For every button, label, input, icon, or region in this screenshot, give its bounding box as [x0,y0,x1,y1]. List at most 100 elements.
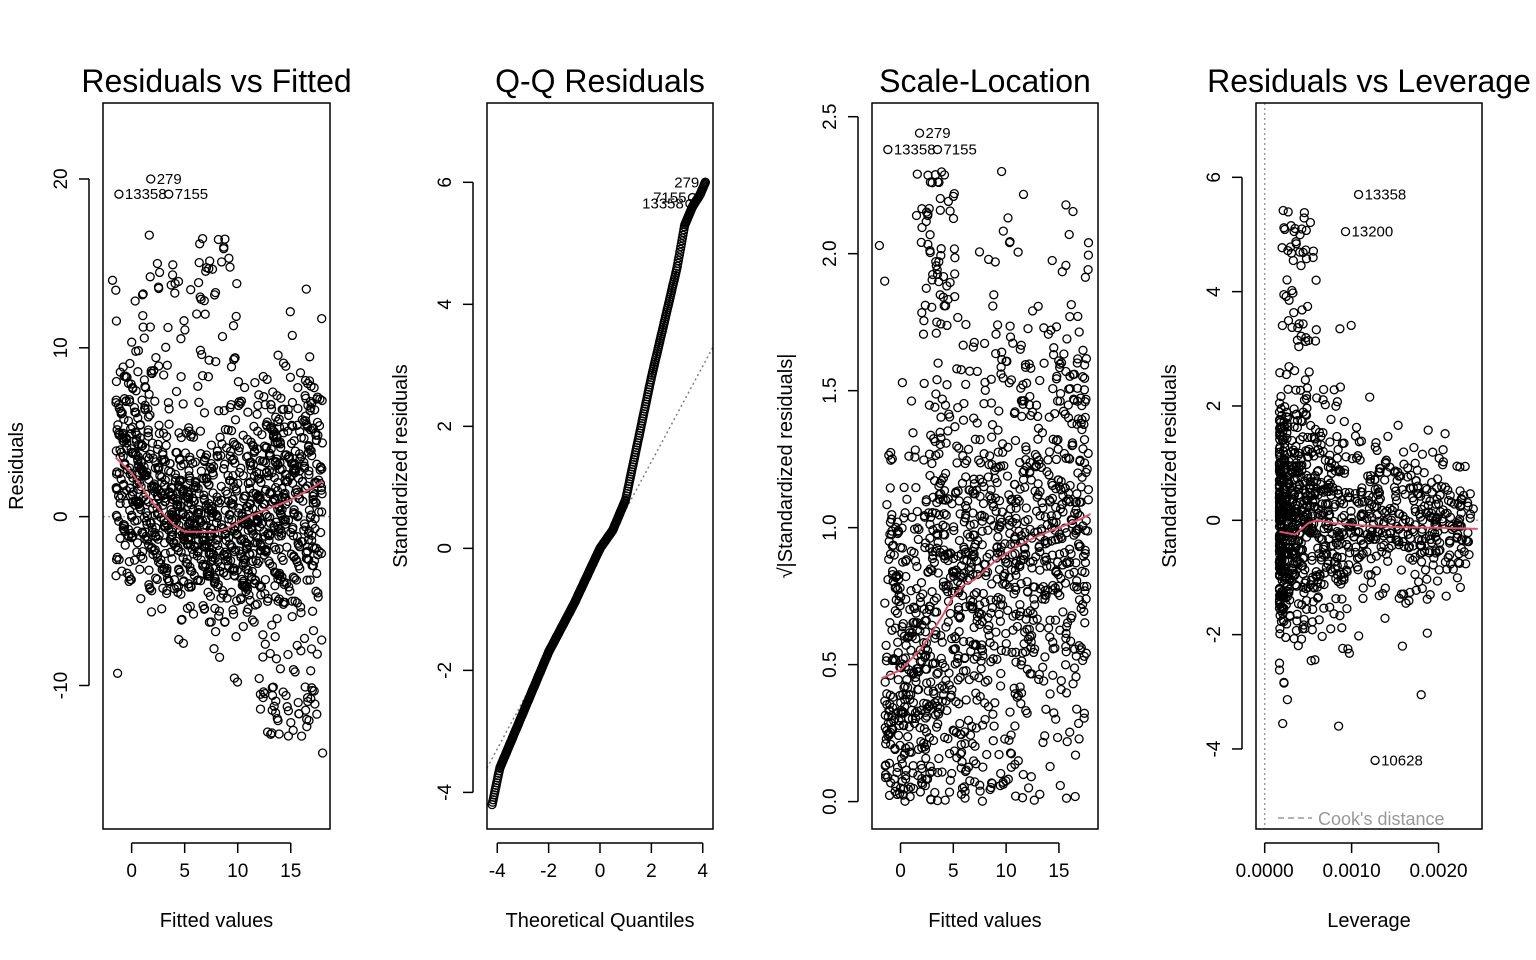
data-point [891,607,899,615]
data-point [1048,257,1056,265]
data-point [302,706,310,714]
data-point [227,588,235,596]
data-point [163,361,171,369]
data-point [1034,480,1042,488]
data-point [883,501,891,509]
data-point [1412,477,1420,485]
y-tick-label: 4 [1204,286,1225,297]
data-point [936,206,944,214]
data-point [1057,677,1065,685]
data-point [989,737,997,745]
data-point [308,645,316,653]
data-point [1052,616,1060,624]
data-point [886,791,894,799]
data-point [297,369,305,377]
data-point [875,242,883,250]
data-point [926,472,934,480]
y-axis-label: Residuals [6,422,28,510]
data-point [169,271,177,279]
data-point [290,666,298,674]
data-point [180,317,188,325]
data-point [187,286,195,294]
data-point [1381,476,1389,484]
x-tick-label: 15 [1048,861,1069,882]
data-point [1070,568,1078,576]
data-point [112,317,120,325]
data-point [997,682,1005,690]
data-point [1014,248,1022,256]
data-point [1066,728,1074,736]
y-axis-label: Standardized residuals [1159,364,1181,567]
data-point [232,416,240,424]
data-point [206,257,214,265]
data-point [1049,385,1057,393]
data-point [978,797,986,805]
data-point [1394,421,1402,429]
data-point [154,440,162,448]
data-point [309,607,317,615]
data-point [900,514,908,522]
data-point [1429,448,1437,456]
data-point [994,321,1002,329]
data-point [207,441,215,449]
data-point [983,751,991,759]
data-point [1308,626,1316,634]
data-point [1411,570,1419,578]
data-point [973,367,981,375]
x-tick-label: 0 [126,861,137,882]
data-point [904,733,912,741]
data-point [271,633,279,641]
data-point [1320,386,1328,394]
data-point [215,612,223,620]
data-point [946,610,954,618]
data-point [1442,592,1450,600]
x-tick-label: 0.0000 [1236,861,1294,882]
data-point [1036,624,1044,632]
data-point [912,484,920,492]
data-point [313,710,321,718]
data-point [1332,402,1340,410]
data-point [112,286,120,294]
panel-2: Q-Q ResidualsTheoretical QuantilesStanda… [390,63,713,932]
data-point [1353,423,1361,431]
data-point [1045,624,1053,632]
data-point [313,569,321,577]
data-point [1069,208,1077,216]
data-point [1301,376,1309,384]
data-point [210,645,218,653]
data-point [1072,751,1080,759]
data-point [1052,455,1060,463]
data-point [212,628,220,636]
data-point [1020,190,1028,198]
data-point [1290,405,1298,413]
data-point [951,270,959,278]
x-tick-label: 5 [948,861,959,882]
data-point [156,268,164,276]
data-point [139,312,147,320]
y-tick-label: 0 [1204,515,1225,526]
y-tick-label: -4 [1204,740,1225,757]
data-point [283,543,291,551]
y-axis-label: Standardized residuals [390,364,412,567]
data-point [1347,321,1355,329]
data-point [1084,251,1092,259]
data-point [962,321,970,329]
data-point [116,534,124,542]
data-point [1462,560,1470,568]
labeled-point [115,190,123,198]
data-point [1415,578,1423,586]
data-point [916,788,924,796]
data-point [988,433,996,441]
data-point [912,557,920,565]
data-point [146,273,154,281]
data-point [276,665,284,673]
data-point [241,384,249,392]
data-point [1291,367,1299,375]
data-point [306,353,314,361]
data-point [975,674,983,682]
data-point [975,456,983,464]
data-point [1079,346,1087,354]
labeled-point [884,146,892,154]
data-point [1288,323,1296,331]
data-point [953,459,961,467]
